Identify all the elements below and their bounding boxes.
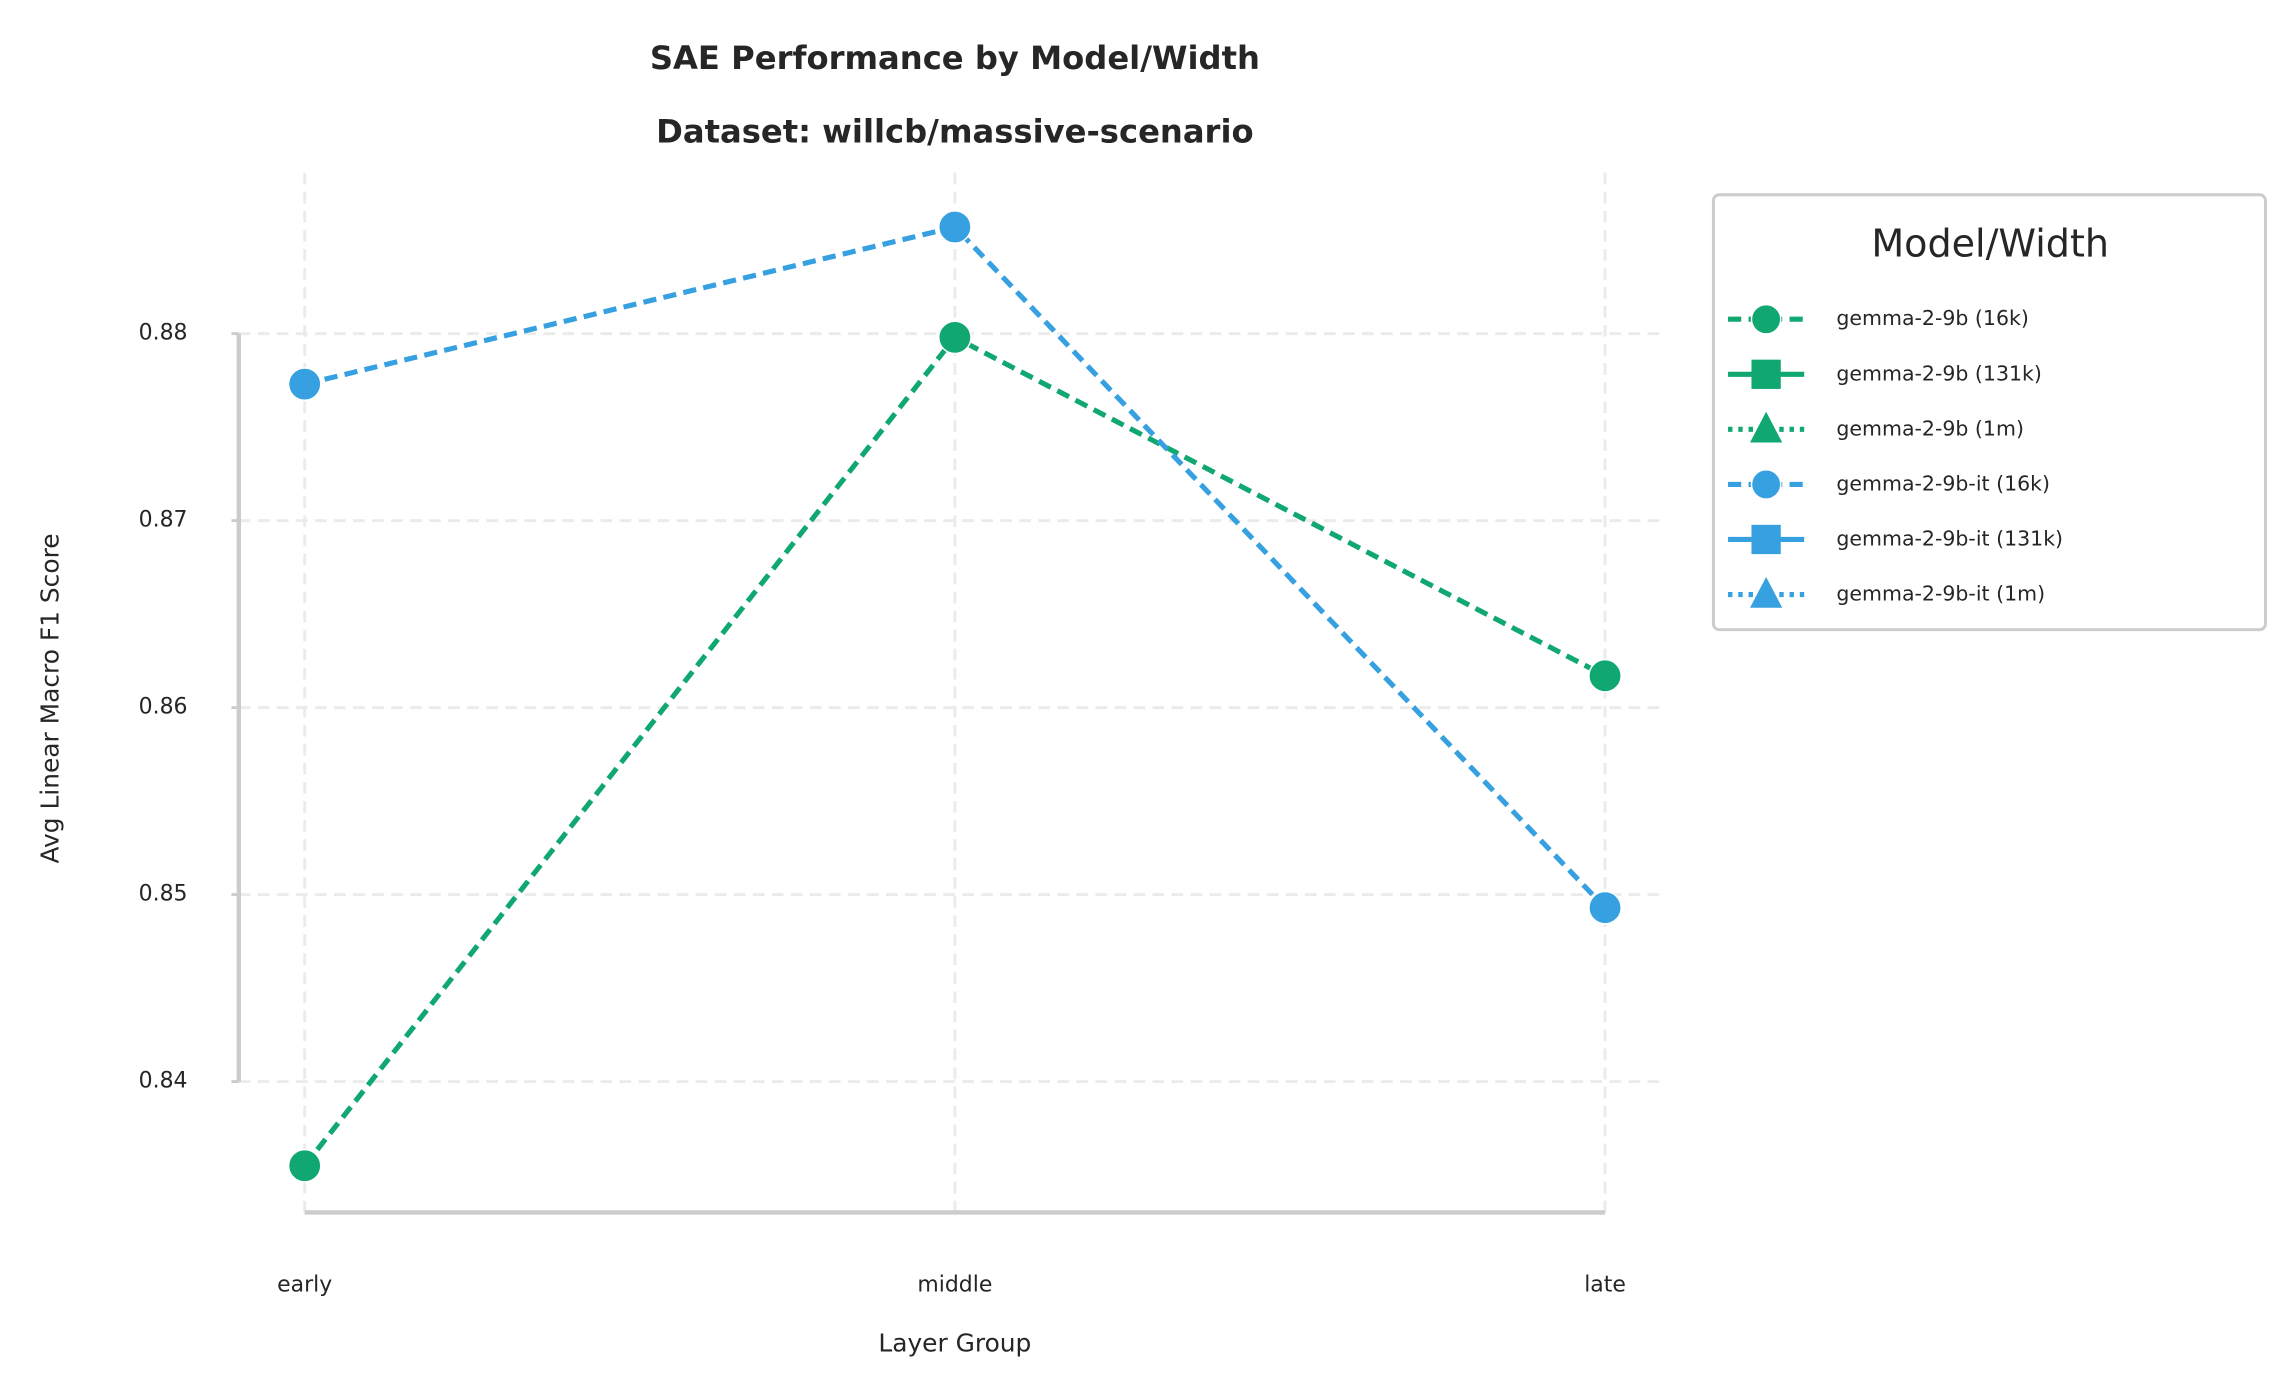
x-tick-label: early: [277, 1273, 332, 1298]
legend-label: gemma-2-9b (131k): [1836, 361, 2042, 385]
x-tick-label: late: [1584, 1273, 1626, 1298]
marker: [1750, 303, 1782, 335]
marker: [1750, 576, 1783, 608]
marker: [287, 367, 322, 401]
legend-label: gemma-2-9b (16k): [1836, 306, 2028, 330]
marker: [938, 210, 972, 244]
legend-label: gemma-2-9b-it (1m): [1836, 582, 2045, 606]
legend-label: gemma-2-9b (1m): [1836, 416, 2024, 440]
legend-label: gemma-2-9b-it (16k): [1836, 471, 2050, 495]
marker: [1588, 890, 1622, 925]
legend-box: [1711, 193, 2267, 632]
marker: [1751, 359, 1781, 389]
y-axis-label: Avg Linear Macro F1 Score: [35, 533, 64, 863]
y-tick-label: 0.85: [139, 882, 188, 907]
chart-subtitle: Dataset: willcb/massive-scenario: [656, 112, 1254, 150]
y-tick-label: 0.88: [139, 321, 188, 346]
x-tick-label: middle: [917, 1273, 992, 1298]
legend-label: gemma-2-9b-it (131k): [1836, 526, 2063, 550]
y-tick-label: 0.87: [139, 508, 188, 533]
chart-title: SAE Performance by Model/Width: [650, 39, 1260, 77]
marker: [1588, 658, 1622, 693]
marker: [938, 320, 972, 355]
y-tick-label: 0.86: [139, 695, 188, 720]
marker: [1751, 524, 1781, 555]
marker: [1750, 469, 1782, 500]
y-tick-label: 0.84: [139, 1069, 188, 1094]
marker: [1750, 411, 1783, 443]
x-axis-label: Layer Group: [878, 1328, 1031, 1357]
marker: [287, 1148, 322, 1183]
legend-title: Model/Width: [1871, 222, 2109, 266]
